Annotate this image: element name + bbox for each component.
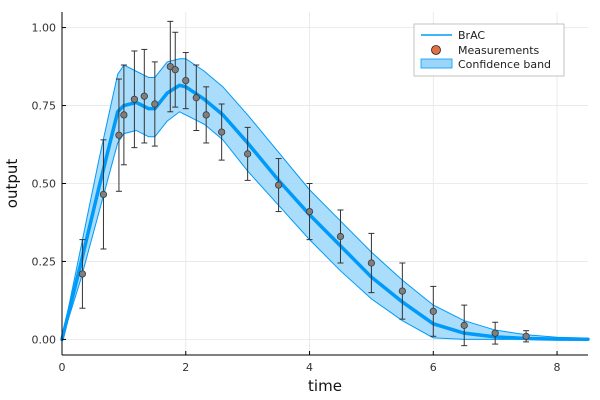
measurement-point-18 — [398, 287, 406, 295]
measurement-point-6 — [151, 100, 159, 108]
measurement-point-5 — [140, 92, 148, 100]
y-tick-label-1: 0.25 — [32, 255, 57, 268]
measurement-point-19 — [429, 307, 437, 315]
y-axis-title: output — [3, 159, 21, 209]
legend-band-swatch — [420, 58, 453, 69]
x-tick-label-4: 8 — [554, 361, 561, 374]
measurement-point-11 — [202, 111, 210, 119]
measurement-point-2 — [115, 131, 123, 139]
error-bars — [79, 20, 530, 347]
measurement-point-8 — [171, 66, 179, 74]
measurement-point-3 — [120, 111, 128, 119]
legend-label-measurements: Measurements — [458, 44, 540, 57]
legend-label-confidence-band: Confidence band — [458, 58, 551, 71]
measurement-point-10 — [192, 94, 200, 102]
y-tick-label-3: 0.75 — [32, 100, 57, 113]
measurement-point-22 — [522, 332, 530, 340]
y-tick-label-0: 0.00 — [32, 333, 57, 346]
measurement-point-21 — [491, 329, 499, 337]
measurement-points — [78, 62, 530, 340]
x-axis-title: time — [308, 377, 342, 395]
x-tick-label-0: 0 — [59, 361, 66, 374]
y-tick-label-2: 0.50 — [32, 178, 57, 191]
measurement-point-1 — [99, 190, 108, 199]
legend: BrAC Measurements Confidence band — [413, 23, 565, 77]
measurement-point-15 — [305, 207, 314, 216]
measurement-point-14 — [274, 181, 283, 189]
legend-label-brac: BrAC — [458, 29, 485, 42]
x-tick-label-1: 2 — [182, 361, 189, 374]
measurement-point-17 — [367, 259, 376, 267]
measurement-point-20 — [460, 321, 468, 329]
measurement-point-16 — [336, 232, 345, 241]
y-tick-label-4: 1.00 — [32, 22, 57, 35]
x-tick-label-2: 4 — [306, 361, 313, 374]
measurement-point-9 — [182, 77, 190, 85]
measurement-point-4 — [130, 95, 139, 103]
measurement-point-0 — [78, 270, 87, 278]
measurement-point-12 — [218, 128, 226, 136]
measurement-point-13 — [244, 150, 252, 158]
x-tick-label-3: 6 — [430, 361, 437, 374]
legend-point-swatch — [431, 45, 441, 55]
ticks: 0 2 4 6 8 0.00 0.25 0.50 0.75 1.00 — [32, 22, 561, 374]
